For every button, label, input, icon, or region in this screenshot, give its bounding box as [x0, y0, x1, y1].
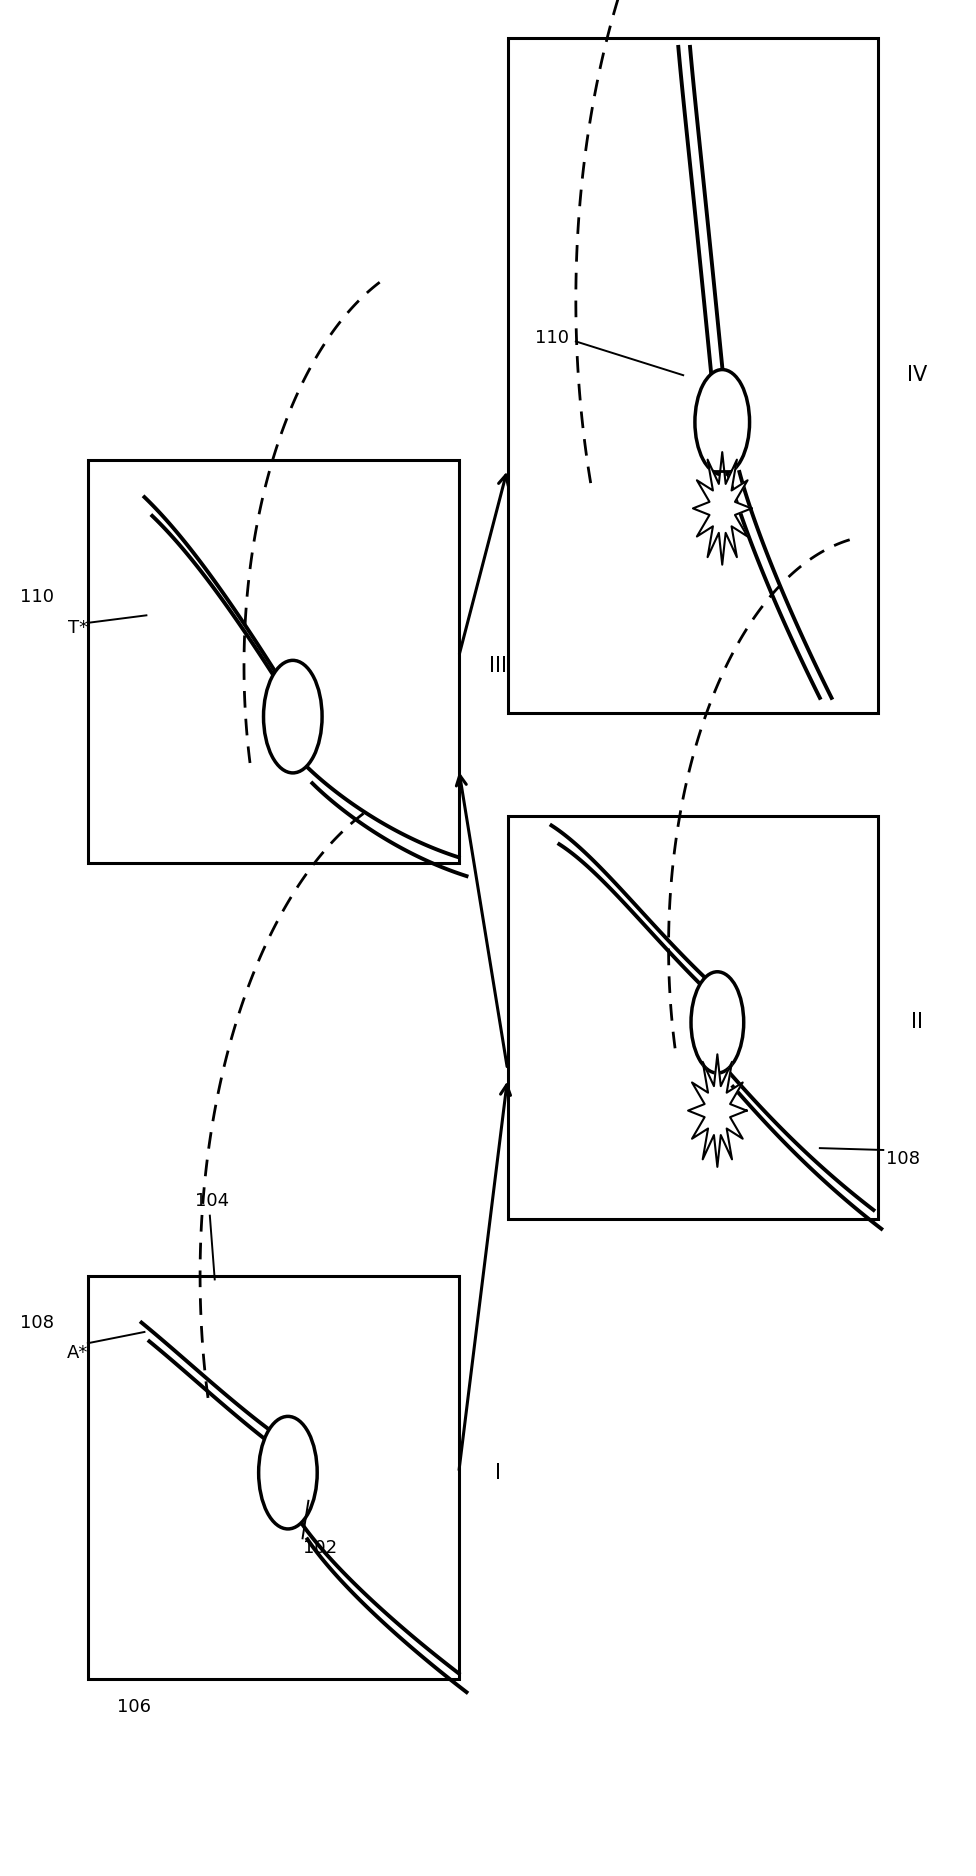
Polygon shape [688, 1054, 747, 1167]
Text: IV: IV [908, 366, 927, 385]
Text: 104: 104 [195, 1191, 229, 1210]
Bar [508, 816, 878, 1219]
Text: A*: A* [66, 1343, 88, 1362]
Text: 110: 110 [535, 328, 569, 347]
Polygon shape [693, 452, 752, 565]
Circle shape [695, 370, 750, 475]
Text: I: I [495, 1463, 501, 1482]
Circle shape [259, 1416, 317, 1529]
Circle shape [264, 660, 322, 773]
Text: 102: 102 [303, 1538, 337, 1557]
Bar [508, 38, 878, 713]
Bar [88, 460, 459, 863]
Text: T*: T* [68, 619, 89, 638]
Bar [88, 1276, 459, 1679]
Text: 106: 106 [117, 1698, 151, 1717]
Circle shape [691, 972, 744, 1073]
Text: 108: 108 [20, 1313, 54, 1332]
Text: II: II [912, 1013, 923, 1032]
Text: III: III [489, 657, 507, 675]
Text: 110: 110 [20, 587, 54, 606]
Text: 108: 108 [886, 1150, 920, 1169]
